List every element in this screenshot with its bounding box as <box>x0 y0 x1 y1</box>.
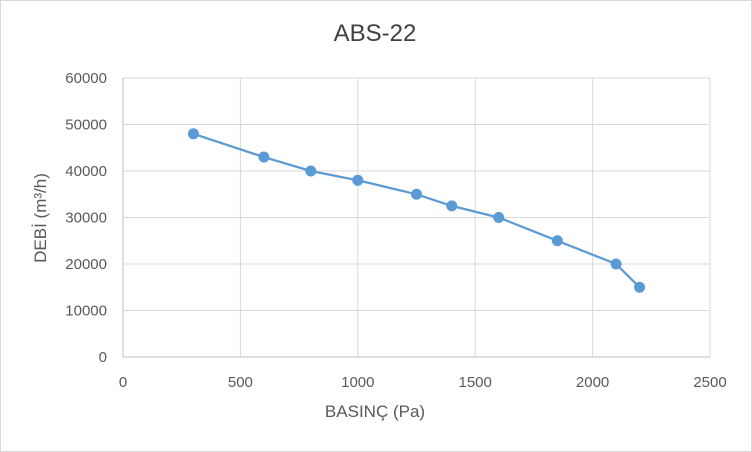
series-line <box>193 132 641 289</box>
data-point <box>187 128 199 140</box>
y-tick-label: 0 <box>99 349 107 366</box>
data-point <box>411 188 422 200</box>
data-point <box>352 174 364 186</box>
y-tick-label: 50000 <box>65 117 107 134</box>
tick-labels: 0 10000 20000 30000 40000 50000 60000 0 500 1000 1… <box>65 70 726 391</box>
x-tick-label: 1000 <box>341 374 374 391</box>
x-tick-label: 500 <box>228 374 253 391</box>
y-tick-label: 40000 <box>65 163 107 180</box>
y-tick-label: 30000 <box>65 210 107 227</box>
data-point <box>493 212 505 223</box>
y-tick-label: 20000 <box>65 256 107 273</box>
x-tick-label: 2000 <box>576 374 609 391</box>
data-point <box>634 281 646 293</box>
chart-title: ABS-22 <box>333 20 417 47</box>
x-tick-label: 0 <box>119 374 127 391</box>
data-point <box>610 258 622 270</box>
axes <box>122 78 710 358</box>
x-tick-label: 2500 <box>693 374 726 391</box>
x-tick-label: 1500 <box>459 374 492 391</box>
data-point <box>305 165 317 177</box>
y-tick-label: 10000 <box>65 303 107 320</box>
data-series <box>187 128 646 293</box>
data-point <box>446 200 458 212</box>
y-tick-label: 60000 <box>65 70 107 87</box>
gridlines <box>123 77 711 357</box>
data-point <box>258 151 270 163</box>
data-point <box>551 235 563 247</box>
x-axis-title: BASINÇ (Pa) <box>324 402 426 421</box>
